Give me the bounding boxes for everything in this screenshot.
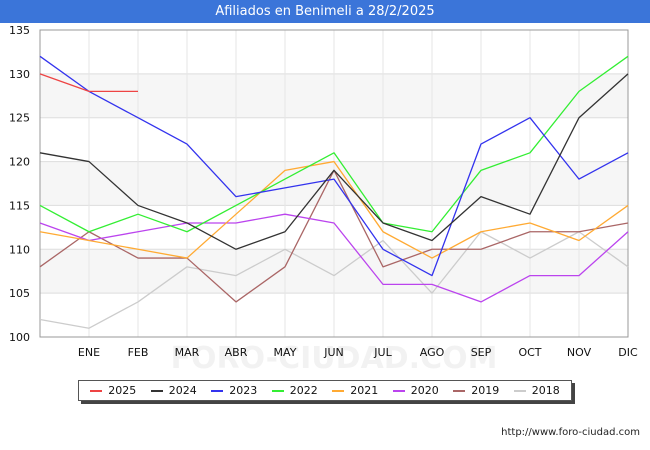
legend-item-2018: 2018 — [513, 384, 560, 397]
legend-item-2025: 2025 — [90, 384, 136, 397]
y-tick-label: 130 — [9, 68, 30, 81]
y-tick-label: 115 — [9, 199, 30, 212]
x-tick-label: DIC — [618, 346, 638, 359]
x-tick-label: OCT — [518, 346, 541, 359]
legend-swatch — [211, 389, 224, 392]
legend-label: 2021 — [350, 384, 379, 397]
legend-label: 2022 — [289, 384, 318, 397]
series-line-2024 — [39, 73, 629, 250]
x-tick-label: SEP — [471, 346, 492, 359]
series-line-2025 — [39, 73, 138, 93]
y-tick-label: 105 — [9, 287, 30, 300]
y-tick-label: 100 — [9, 331, 30, 344]
legend-label: 2025 — [108, 384, 137, 397]
y-tick-label: 120 — [9, 156, 30, 169]
legend-item-2024: 2024 — [150, 384, 197, 397]
watermark-logo: FORO-CIUDAD.COM — [171, 341, 498, 376]
x-tick-label: ABR — [225, 346, 248, 359]
y-tick-label: 135 — [9, 24, 30, 37]
plot-border — [39, 29, 629, 338]
legend-swatch — [150, 389, 163, 392]
x-tick-label: AGO — [420, 346, 445, 359]
legend-item-2021: 2021 — [332, 384, 378, 397]
x-tick-label: FEB — [128, 346, 149, 359]
series-line-2022 — [39, 55, 629, 233]
legend-swatch — [332, 389, 345, 392]
legend-swatch — [392, 389, 405, 392]
chart-legend: 2025 2024 2023 2022 2021 2020 2019 2018 — [78, 380, 572, 401]
x-tick-label: MAY — [274, 346, 297, 359]
chart-title: Afiliados en Benimeli a 28/2/2025 — [0, 0, 650, 23]
legend-label: 2024 — [168, 384, 197, 397]
x-tick-label: MAR — [175, 346, 200, 359]
legend-label: 2018 — [531, 384, 560, 397]
source-url: http://www.foro-ciudad.com — [501, 427, 640, 438]
x-tick-label: JUN — [323, 346, 344, 359]
legend-label: 2023 — [229, 384, 258, 397]
series-line-2018 — [39, 231, 629, 329]
legend-item-2022: 2022 — [271, 384, 318, 397]
y-tick-label: 110 — [9, 243, 30, 256]
series-line-2020 — [39, 213, 629, 303]
legend-item-2020: 2020 — [392, 384, 439, 397]
legend-label: 2020 — [410, 384, 439, 397]
x-tick-label: NOV — [567, 346, 592, 359]
y-tick-label: 125 — [9, 112, 30, 125]
legend-swatch — [271, 389, 284, 392]
legend-item-2023: 2023 — [211, 384, 257, 397]
x-tick-label: ENE — [78, 346, 100, 359]
legend-swatch — [453, 389, 466, 392]
series-line-2021 — [39, 160, 629, 259]
legend-swatch — [513, 389, 526, 392]
x-tick-label: JUL — [373, 346, 392, 359]
series-line-2023 — [39, 55, 629, 277]
legend-label: 2019 — [471, 384, 500, 397]
legend-swatch — [90, 389, 103, 392]
legend-item-2019: 2019 — [453, 384, 499, 397]
